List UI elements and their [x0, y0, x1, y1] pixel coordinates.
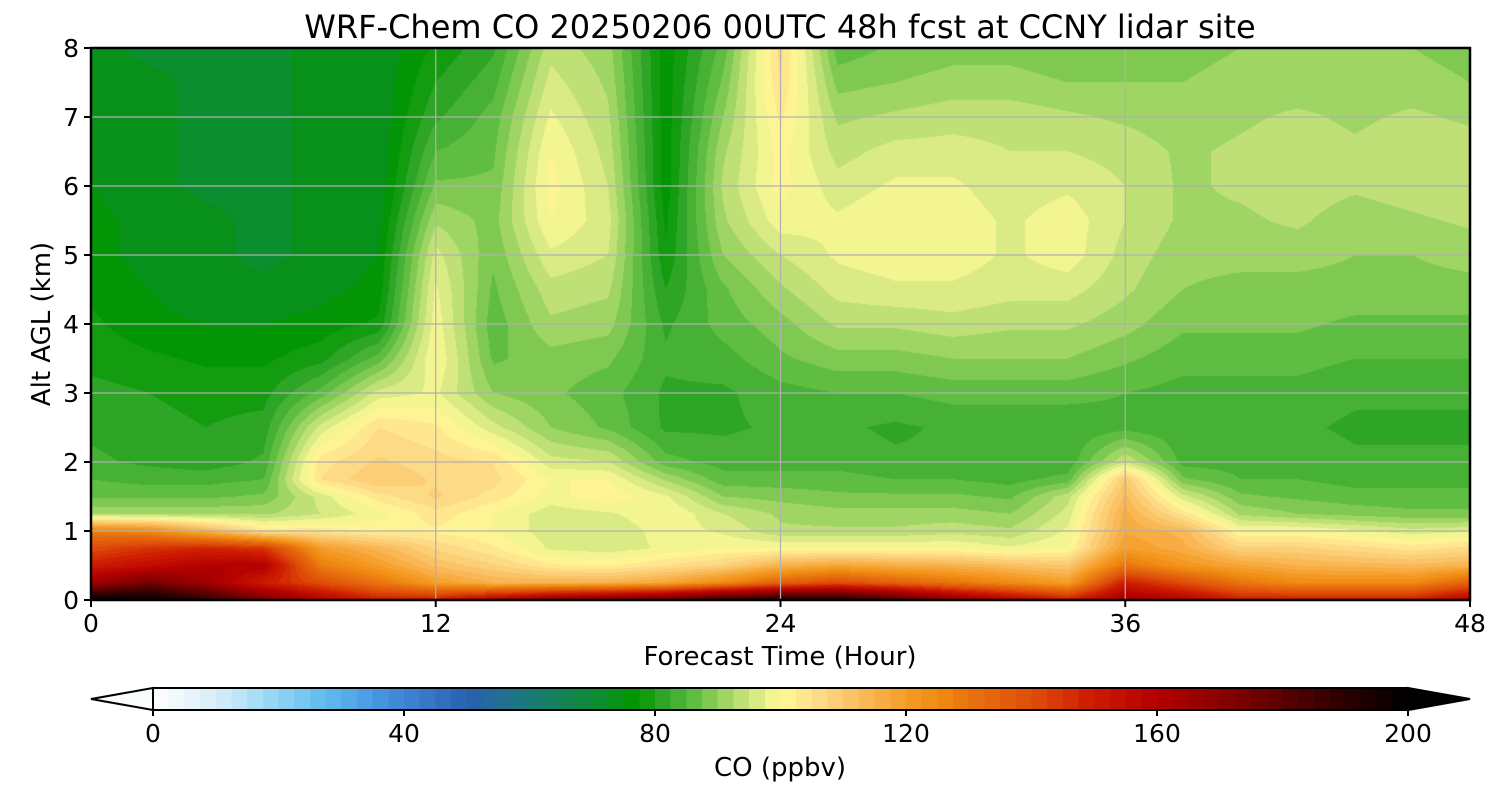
colorbar-extend-max: [1407, 686, 1471, 712]
colorbar-gradient: [153, 688, 1408, 710]
colorbar-extend-min: [90, 686, 154, 712]
colorbar-tick-label: 80: [639, 719, 671, 748]
x-axis-label: Forecast Time (Hour): [643, 642, 916, 672]
y-axis-label: Alt AGL (km): [27, 242, 57, 406]
chart-title: WRF-Chem CO 20250206 00UTC 48h fcst at C…: [304, 8, 1255, 46]
y-tick-label: 6: [63, 172, 79, 201]
colorbar-tick-label: 200: [1384, 719, 1432, 748]
colorbar-tick-label: 120: [882, 719, 930, 748]
y-tick-label: 2: [63, 448, 79, 477]
x-tick-label: 0: [83, 609, 99, 638]
colorbar-ticks: 0 40 80 120 160 200: [145, 710, 1432, 748]
y-tick-label: 1: [63, 517, 79, 546]
colorbar-frame: [152, 687, 1409, 711]
y-tick-label: 3: [63, 379, 79, 408]
x-tick-label: 24: [765, 609, 797, 638]
x-axis: 0 12 24 36 48: [83, 600, 1486, 638]
y-tick-label: 5: [63, 241, 79, 270]
y-tick-label: 8: [63, 34, 79, 63]
y-axis: 0 1 2 3 4 5 6 7 8: [63, 34, 91, 615]
x-tick-label: 36: [1109, 609, 1141, 638]
colorbar-tick-label: 0: [145, 719, 161, 748]
colorbar: 0 40 80 120 160 200 CO (ppbv): [90, 686, 1471, 783]
x-tick-label: 48: [1454, 609, 1486, 638]
y-tick-label: 7: [63, 103, 79, 132]
y-tick-label: 4: [63, 310, 79, 339]
x-tick-label: 12: [420, 609, 452, 638]
colorbar-label: CO (ppbv): [714, 753, 846, 783]
y-tick-label: 0: [63, 586, 79, 615]
colorbar-tick-label: 40: [388, 719, 420, 748]
colorbar-tick-label: 160: [1133, 719, 1181, 748]
grid-lines: [91, 48, 1470, 600]
